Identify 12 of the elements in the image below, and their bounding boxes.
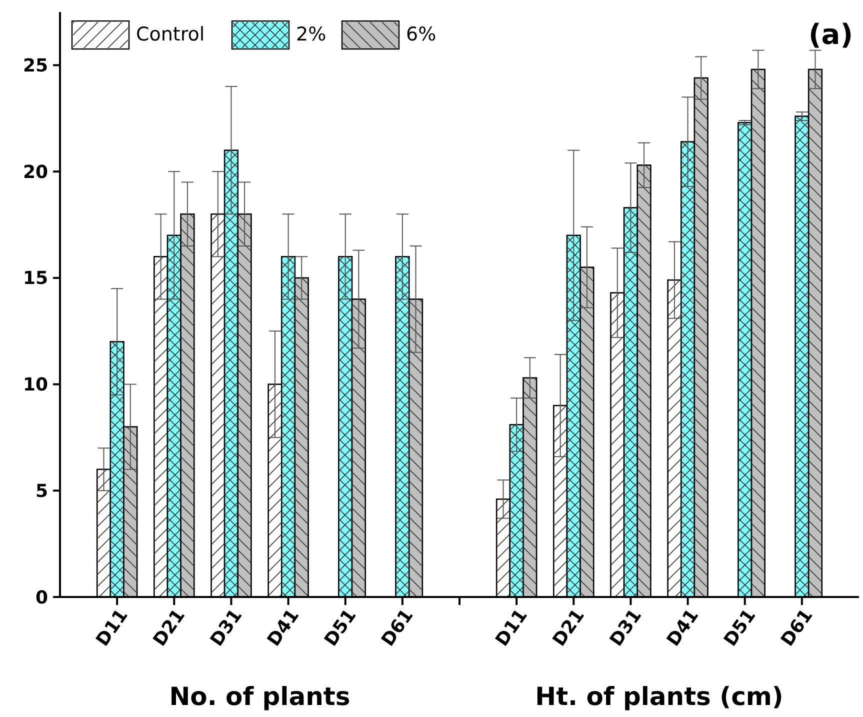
text: No. of plants: [169, 682, 350, 711]
y-tick-label: 5: [35, 480, 48, 502]
y-tick-label: 15: [22, 268, 48, 290]
legend-label: 6%: [406, 24, 436, 46]
text: Ht. of plants (cm): [535, 682, 784, 711]
legend-label: Control: [136, 24, 205, 46]
y-tick-label: 20: [22, 162, 48, 183]
annotation: (a): [808, 18, 853, 51]
y-tick-label: 10: [22, 374, 48, 396]
legend-label: 2%: [296, 24, 326, 46]
y-tick-label: 25: [22, 55, 48, 76]
y-tick-label: 0: [35, 587, 48, 608]
